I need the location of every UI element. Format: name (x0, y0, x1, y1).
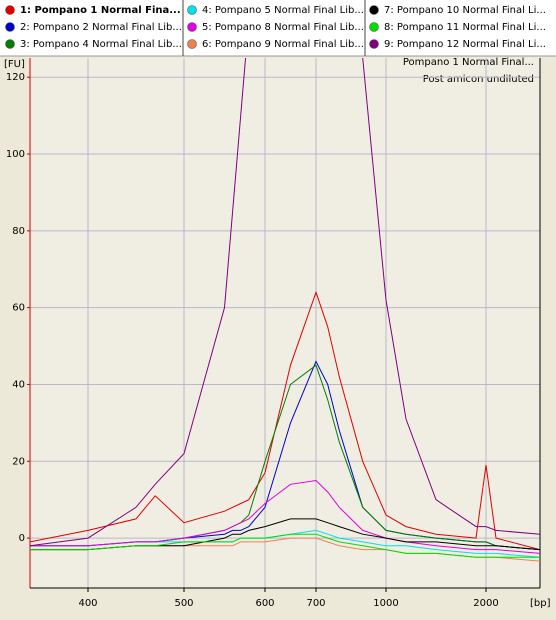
y-tick-label: 20 (12, 456, 25, 467)
legend-label: 9: Pompano 12 Normal Final Li... (384, 39, 546, 50)
y-tick-label: 60 (12, 303, 25, 314)
trace-line (30, 479, 540, 554)
x-tick-label: 700 (306, 598, 325, 609)
legend-marker (369, 5, 379, 15)
x-tick-label: 500 (174, 598, 193, 609)
legend-panel (0, 0, 556, 56)
legend-marker (5, 22, 15, 32)
x-tick-label: 1000 (373, 598, 398, 609)
legend-label: 7: Pompano 10 Normal Final Li... (384, 5, 546, 16)
legend-marker (369, 39, 379, 49)
legend-label: 4: Pompano 5 Normal Final Lib... (202, 5, 364, 16)
y-tick-label: 80 (12, 226, 25, 237)
legend-label: 5: Pompano 8 Normal Final Lib... (202, 22, 364, 33)
x-tick-label: 600 (255, 598, 274, 609)
trace-line (30, 518, 540, 551)
legend-label: 8: Pompano 11 Normal Final Li... (384, 22, 546, 33)
legend-label: 1: Pompano 1 Normal Fina... (20, 5, 181, 16)
y-tick-label: 40 (12, 379, 25, 390)
traces (30, 58, 540, 562)
legend-label: 2: Pompano 2 Normal Final Lib... (20, 22, 182, 33)
legend-marker (187, 39, 197, 49)
annotation: Pompano 1 Normal Final... (403, 57, 534, 68)
legend-marker (187, 22, 197, 32)
y-axis-label: [FU] (4, 59, 25, 70)
legend-label: 3: Pompano 4 Normal Final Lib... (20, 39, 182, 50)
legend-marker (5, 5, 15, 15)
x-tick-label: 400 (78, 598, 97, 609)
trace-line (30, 529, 540, 558)
x-axis-label: [bp] (530, 598, 551, 609)
plot-area (30, 58, 540, 588)
annotation: Post amicon undiluted (423, 74, 534, 85)
legend-marker (369, 22, 379, 32)
trace-line (30, 58, 540, 547)
legend-label: 6: Pompano 9 Normal Final Lib... (202, 39, 364, 50)
trace-line (30, 533, 540, 558)
legend-marker (5, 39, 15, 49)
y-tick-label: 100 (6, 149, 25, 160)
trace-line (30, 290, 540, 551)
legend-marker (187, 5, 197, 15)
y-tick-label: 0 (19, 533, 25, 544)
x-tick-label: 2000 (473, 598, 498, 609)
y-tick-label: 120 (6, 72, 25, 83)
